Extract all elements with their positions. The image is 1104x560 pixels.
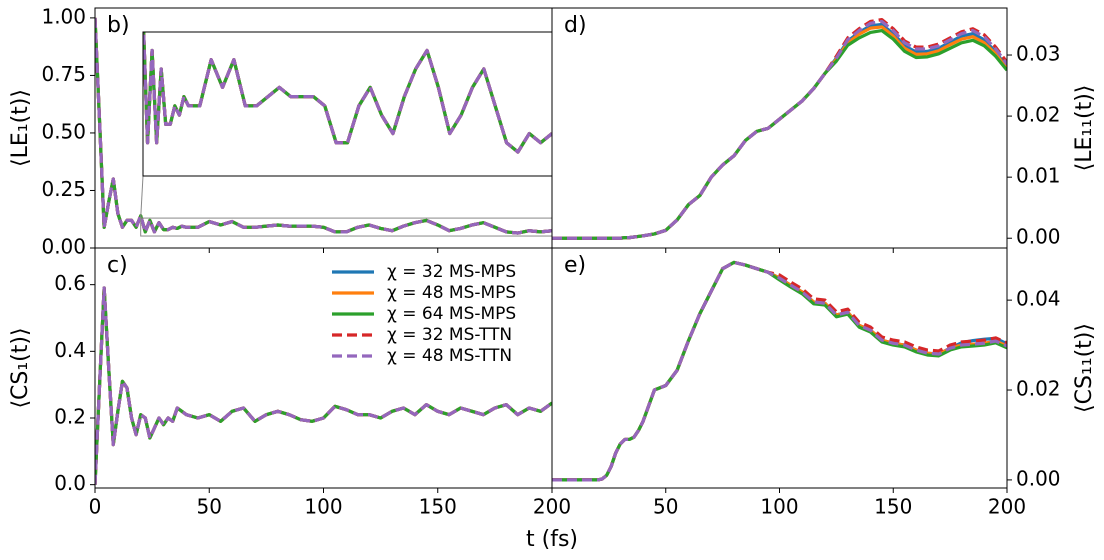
x-tick-label: 50: [653, 495, 678, 519]
y-tick-label: 0.2: [54, 405, 86, 429]
series-line: [552, 22, 1007, 240]
y-tick-label: 0.75: [41, 62, 86, 86]
x-tick-label: 200: [533, 495, 571, 519]
y-tick-label: 0.03: [1016, 42, 1061, 66]
y-axis-label: ⟨LE₁(t)⟩: [8, 89, 33, 167]
y-tick-label: 0.50: [41, 119, 86, 143]
panel: 0.0 0.2 0.4 0.6 0 50 100 150 200 c) ⟨CS₁(t)⟩ t (fs)…: [8, 247, 578, 552]
series-line: [552, 19, 1007, 240]
y-tick-label: 0.00: [1016, 466, 1061, 490]
legend-label: χ = 48 MS-MPS: [387, 283, 516, 303]
y-tick-label: 0.25: [41, 177, 86, 201]
panel: 0.00 0.01 0.02 0.03 d) ⟨LE₁₁(t)⟩: [551, 7, 1097, 253]
x-tick-label: 50: [197, 495, 222, 519]
panel-label: e): [564, 253, 586, 278]
y-tick-label: 0.02: [1016, 377, 1061, 401]
x-axis-label: t (fs): [526, 527, 578, 552]
legend-label: χ = 48 MS-TTN: [387, 346, 512, 366]
y-axis-label: ⟨CS₁₁(t)⟩: [1072, 323, 1097, 413]
series-line: [552, 25, 1007, 240]
x-tick-label: 150: [874, 495, 912, 519]
inset: [142, 31, 553, 177]
x-tick-label: 100: [760, 495, 798, 519]
series-line: [95, 17, 552, 235]
x-tick-label: 150: [419, 495, 457, 519]
y-tick-label: 0.04: [1016, 287, 1061, 311]
series-line: [95, 286, 552, 485]
y-axis-label: ⟨CS₁(t)⟩: [8, 327, 33, 408]
y-tick-label: 0.6: [54, 271, 86, 295]
legend-label: χ = 32 MS-TTN: [387, 325, 512, 345]
y-tick-label: 0.0: [54, 471, 86, 495]
series-line: [552, 260, 1007, 482]
y-tick-label: 0.01: [1016, 164, 1061, 188]
panel: 0.00 0.02 0.04 50 100 150 200 e) ⟨CS₁₁(t)⟩: [551, 247, 1097, 519]
panel-label: d): [564, 13, 587, 38]
y-tick-label: 0.4: [54, 338, 86, 362]
y-axis-label: ⟨LE₁₁(t)⟩: [1072, 85, 1097, 172]
y-tick-label: 0.02: [1016, 103, 1061, 127]
series-line: [552, 29, 1007, 240]
axes-frame: [551, 247, 1008, 489]
y-tick-label: 0.00: [41, 235, 86, 259]
panel: 0.00 0.25 0.50 0.75 1.00 b) ⟨LE₁(t)⟩: [8, 4, 553, 259]
series-line: [143, 32, 552, 154]
panel-label: c): [107, 253, 128, 278]
y-tick-label: 0.00: [1016, 225, 1061, 249]
axes-frame: [551, 7, 1008, 249]
inset-background: [143, 32, 552, 176]
legend-label: χ = 32 MS-MPS: [387, 262, 516, 282]
zoom-connector: [140, 175, 144, 219]
legend-label: χ = 64 MS-MPS: [387, 304, 516, 324]
series-line: [552, 260, 1007, 482]
x-tick-label: 100: [304, 495, 342, 519]
y-tick-label: 1.00: [41, 4, 86, 28]
x-tick-label: 0: [89, 495, 102, 519]
x-tick-label: 200: [988, 495, 1026, 519]
panel-label: b): [107, 13, 130, 38]
